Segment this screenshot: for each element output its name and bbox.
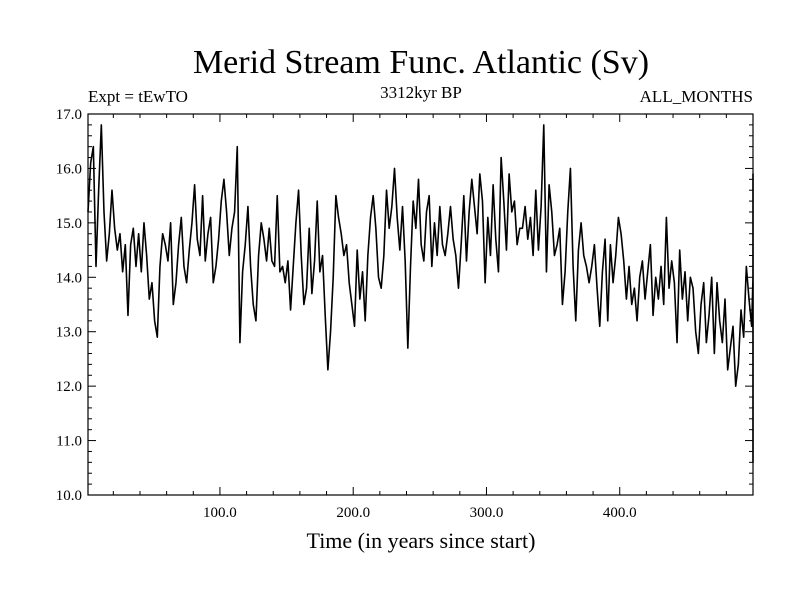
y-tick-label: 13.0 [56, 325, 82, 341]
y-tick-label: 12.0 [56, 379, 82, 395]
x-tick-label: 100.0 [203, 505, 237, 521]
y-tick-label: 17.0 [56, 107, 82, 123]
x-axis-ticks: 100.0 200.0 300.0 400.0 [112, 114, 754, 521]
plot-frame [87, 113, 754, 496]
y-tick-label: 16.0 [56, 161, 82, 177]
chart-title: Merid Stream Func. Atlantic (Sv) [193, 44, 649, 81]
months-label: ALL_MONTHS [640, 87, 753, 106]
experiment-label: Expt = tEwTO [88, 87, 188, 106]
x-tick-label: 400.0 [603, 505, 637, 521]
period-label: 3312kyr BP [380, 83, 462, 102]
x-tick-label: 200.0 [336, 505, 370, 521]
x-tick-label: 300.0 [470, 505, 504, 521]
y-tick-label: 14.0 [56, 270, 82, 286]
y-tick-label: 15.0 [56, 216, 82, 232]
y-tick-label: 11.0 [56, 434, 82, 450]
x-axis-label: Time (in years since start) [307, 528, 536, 553]
series-line [87, 124, 754, 464]
y-tick-label: 10.0 [56, 488, 82, 504]
y-axis-ticks: 10.0 11.0 12.0 13.0 14.0 15.0 16.0 17.0 [56, 107, 753, 504]
